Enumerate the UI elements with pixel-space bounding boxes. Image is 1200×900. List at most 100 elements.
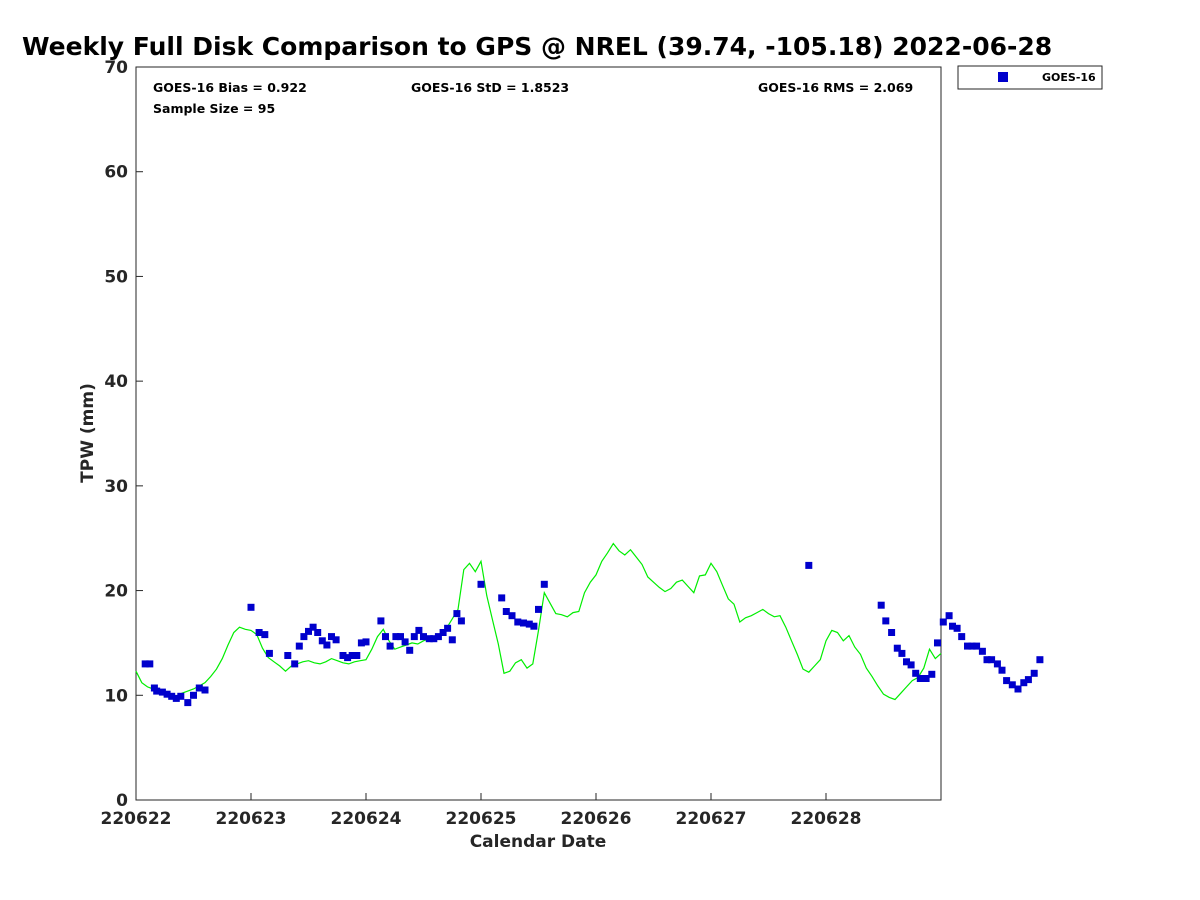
goes16-data-point xyxy=(190,691,197,699)
y-tick-label: 50 xyxy=(104,267,128,287)
goes16-data-point xyxy=(410,633,418,641)
goes16-data-point xyxy=(1020,679,1028,687)
goes16-data-point xyxy=(168,692,176,700)
goes16-data-point xyxy=(949,622,956,630)
goes16-data-point xyxy=(508,612,516,620)
goes16-data-point xyxy=(291,660,299,668)
goes16-data-point xyxy=(898,649,906,657)
goes16-data-point xyxy=(993,660,1001,668)
goes16-data-point xyxy=(295,642,303,650)
x-axis-ticks: 220622 220623 220624 220625 220626 220627 2206… xyxy=(101,793,861,829)
goes16-data-point xyxy=(377,617,385,625)
y-axis-ticks: 0 10 20 30 40 50 60 70 xyxy=(104,58,143,811)
legend: GOES-16 xyxy=(957,65,1103,90)
goes16-data-point xyxy=(184,699,192,707)
goes16-data-point xyxy=(448,636,456,644)
y-tick-label: 40 xyxy=(104,372,128,392)
x-tick-label: 220625 xyxy=(446,809,517,829)
goes16-data-point xyxy=(958,633,966,641)
goes16-data-point xyxy=(353,652,361,659)
goes16-data-point xyxy=(382,633,389,641)
goes16-data-point xyxy=(882,617,890,625)
goes16-data-point xyxy=(520,619,527,627)
y-tick-label: 60 xyxy=(104,163,128,183)
goes16-data-point xyxy=(265,649,273,657)
goes16-data-point xyxy=(392,633,400,641)
goes16-data-point xyxy=(348,652,356,659)
goes16-data-point xyxy=(195,684,203,692)
goes16-data-point xyxy=(1003,677,1011,685)
goes16-data-point xyxy=(907,661,915,669)
goes16-data-point xyxy=(893,644,901,652)
bias-stat: GOES-16 Bias = 0.922 xyxy=(153,80,307,95)
green-line-series xyxy=(135,542,942,701)
y-tick-label: 0 xyxy=(116,791,128,811)
goes16-data-point xyxy=(415,626,423,634)
goes16-data-point xyxy=(439,629,447,636)
goes16-data-point xyxy=(964,642,971,650)
goes16-data-point xyxy=(444,624,452,632)
goes16-data-point xyxy=(888,629,896,636)
goes16-data-point xyxy=(945,612,953,620)
y-tick-label: 20 xyxy=(104,582,128,602)
goes16-data-point xyxy=(978,647,986,655)
goes16-data-point xyxy=(425,635,433,643)
goes16-data-point xyxy=(1036,656,1044,664)
y-tick-label: 30 xyxy=(104,477,128,497)
legend-label-goes16: GOES-16 xyxy=(1042,71,1096,84)
legend-box xyxy=(957,65,1103,90)
goes16-data-point xyxy=(397,633,404,641)
goes16-data-point xyxy=(988,656,996,664)
goes16-data-point xyxy=(362,638,370,646)
x-tick-label: 220627 xyxy=(676,809,747,829)
goes16-data-point xyxy=(172,694,180,702)
goes16-data-point xyxy=(453,610,461,618)
goes16-data-point xyxy=(420,633,427,641)
goes16-data-point xyxy=(912,669,920,677)
goes16-data-point xyxy=(939,618,947,626)
goes16-data-point xyxy=(903,658,910,666)
y-axis-label: TPW (mm) xyxy=(78,383,98,483)
goes16-data-point xyxy=(477,580,485,588)
std-stat: GOES-16 StD = 1.8523 xyxy=(411,80,569,95)
goes16-points xyxy=(141,561,1044,707)
goes16-data-point xyxy=(540,580,548,588)
goes16-data-point xyxy=(1024,676,1032,684)
goes16-data-point xyxy=(434,633,442,641)
goes16-data-point xyxy=(153,687,161,695)
goes16-data-point xyxy=(1030,669,1038,677)
goes16-data-point xyxy=(406,646,414,654)
goes16-data-point xyxy=(146,660,154,668)
goes16-data-point xyxy=(530,622,538,630)
goes16-data-point xyxy=(916,675,924,682)
x-axis-label: Calendar Date xyxy=(470,832,607,852)
goes16-data-point xyxy=(457,617,465,625)
goes16-data-point xyxy=(318,637,326,645)
goes16-data-point xyxy=(430,635,438,643)
goes16-data-point xyxy=(983,656,991,664)
x-tick-label: 220624 xyxy=(331,809,402,829)
goes16-data-point xyxy=(284,652,292,659)
legend-marker-goes16 xyxy=(998,72,1008,82)
goes16-data-point xyxy=(1014,685,1022,693)
goes16-data-point xyxy=(201,686,209,694)
goes16-data-point xyxy=(928,670,936,678)
goes16-data-point xyxy=(1008,681,1016,689)
goes16-data-point xyxy=(877,601,885,609)
goes16-data-point xyxy=(973,642,981,650)
goes16-data-point xyxy=(535,605,542,613)
goes16-data-point xyxy=(163,690,171,698)
goes16-data-point xyxy=(953,624,961,632)
chart-title: Weekly Full Disk Comparison to GPS @ NRE… xyxy=(22,32,1052,61)
x-tick-label: 220626 xyxy=(561,809,632,829)
goes16-data-point xyxy=(502,608,510,615)
goes16-data-point xyxy=(498,594,506,602)
goes16-data-point xyxy=(805,561,813,569)
goes16-data-point xyxy=(998,666,1006,674)
goes16-data-point xyxy=(357,639,365,647)
goes16-data-point xyxy=(300,633,308,641)
sample-size-stat: Sample Size = 95 xyxy=(153,101,275,116)
x-tick-label: 220623 xyxy=(216,809,287,829)
goes16-data-point xyxy=(141,660,149,668)
